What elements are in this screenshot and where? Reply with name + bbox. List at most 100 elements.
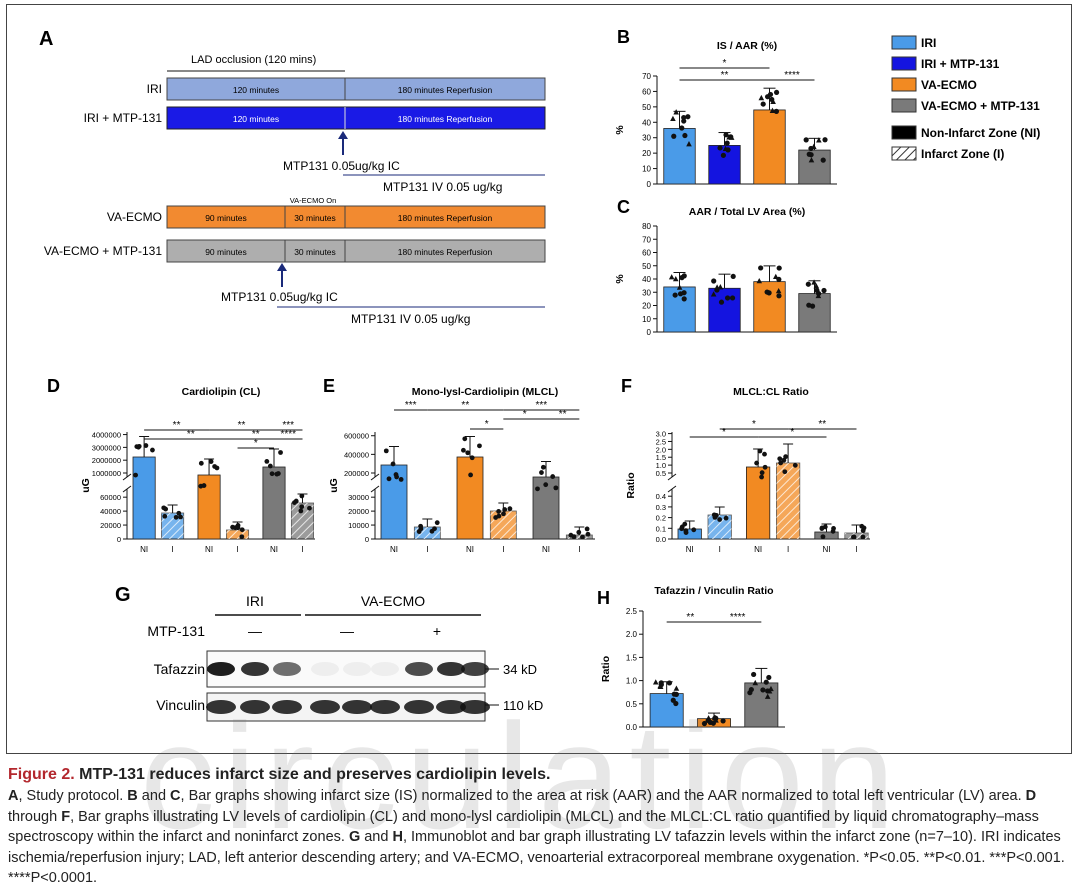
data-point <box>550 474 556 479</box>
legend-label-ecmo: VA-ECMO <box>921 78 977 92</box>
y-tick-label: 1.0 <box>656 461 666 470</box>
vinculin-band <box>206 700 236 714</box>
data-point <box>831 525 836 531</box>
chart-H: H Tafazzin / Vinculin Ratio Ratio 0.0 0.5 1.0… <box>597 585 785 732</box>
panel-letter-a: A <box>39 28 53 50</box>
data-point <box>299 493 305 499</box>
ecmo-seg3: 180 minutes Reperfusion <box>398 213 493 223</box>
data-point <box>679 526 685 532</box>
data-point <box>711 512 717 518</box>
data-point <box>781 457 787 463</box>
y-tick-label: 20000 <box>348 507 369 516</box>
blot-group-ecmo: VA-ECMO <box>361 593 425 609</box>
data-point <box>782 469 788 475</box>
y-tick-label: 0.5 <box>656 469 666 478</box>
sig-label: **** <box>280 429 296 440</box>
sig-label: ** <box>559 409 567 420</box>
y-tick-label: 3.0 <box>656 430 666 439</box>
blot-kd110: 110 kD <box>503 698 543 713</box>
data-point <box>792 462 798 468</box>
x-tick-label: I <box>301 545 303 554</box>
data-point <box>136 443 142 449</box>
bar <box>380 464 408 540</box>
data-point <box>766 674 772 681</box>
data-point <box>752 679 759 686</box>
y-tick-label: 20 <box>642 149 651 158</box>
data-point <box>274 471 280 477</box>
chart-title: Tafazzin / Vinculin Ratio <box>654 585 773 597</box>
data-point <box>810 143 817 149</box>
legend-label-ni: Non-Infarct Zone (NI) <box>921 126 1040 140</box>
sig-label: * <box>790 427 794 438</box>
y-tick-label: 30000 <box>348 493 369 502</box>
lad-occlusion-label: LAD occlusion (120 mins) <box>191 54 316 66</box>
bar <box>456 456 484 540</box>
dose-iv-2: MTP131 IV 0.05 ug/kg <box>351 312 470 326</box>
data-point <box>580 534 585 540</box>
y-tick-label: 60 <box>642 249 651 258</box>
x-tick-label: I <box>719 545 721 554</box>
data-point <box>679 275 685 281</box>
ecmo-mtp-seg3: 180 minutes Reperfusion <box>398 247 493 257</box>
sig-label: ** <box>686 612 694 623</box>
data-point <box>298 508 304 514</box>
data-point <box>777 456 783 462</box>
ecmo-mtp-seg1: 90 minutes <box>205 247 247 257</box>
sig-label: ** <box>818 419 826 430</box>
data-point <box>685 114 691 120</box>
caption-text: , Immunoblot and bar graph illustrating … <box>8 829 1065 886</box>
tafazzin-band <box>437 662 465 676</box>
data-point <box>808 157 815 163</box>
data-point <box>278 450 283 455</box>
protocol-label-ecmo: VA-ECMO <box>107 210 162 224</box>
sig-label: ** <box>238 420 246 431</box>
caption-bold: F <box>61 808 71 825</box>
data-point <box>718 299 725 305</box>
data-point <box>723 515 729 521</box>
data-point <box>507 506 513 512</box>
x-tick-label: I <box>426 545 428 554</box>
data-point <box>178 514 183 520</box>
caption-text: and <box>360 829 393 845</box>
data-point <box>783 454 789 460</box>
y-tick-label: 70 <box>642 72 651 81</box>
y-tick-label: 20 <box>642 302 651 311</box>
vinculin-band <box>370 700 400 714</box>
data-point <box>767 91 774 98</box>
y-tick-label: 0 <box>647 180 652 189</box>
bar <box>663 128 696 185</box>
x-tick-label: I <box>578 545 580 554</box>
legend-swatch-iri <box>891 35 917 50</box>
y-axis-label: uG <box>80 478 92 493</box>
caption-text: , Study protocol. <box>18 788 128 804</box>
panel-letter-c: C <box>617 197 630 217</box>
y-tick-label: 40 <box>642 118 651 127</box>
y-tick-label: 60000 <box>100 493 121 502</box>
data-point <box>762 464 768 470</box>
y-tick-label: 0.0 <box>656 535 666 544</box>
data-point <box>747 690 753 696</box>
panel-letter-f: F <box>621 376 632 396</box>
caption-text: through <box>8 808 62 825</box>
data-point <box>143 443 149 448</box>
sig-label: **** <box>784 70 800 81</box>
data-point <box>819 526 825 531</box>
data-point <box>162 513 168 519</box>
data-point <box>496 513 502 519</box>
blot-mtp-mark-3: + <box>433 623 441 639</box>
data-point <box>773 108 780 114</box>
sig-label: * <box>485 419 489 430</box>
tafazzin-band <box>273 662 301 676</box>
data-point <box>691 527 697 533</box>
data-point <box>198 460 204 466</box>
data-point <box>816 137 822 143</box>
y-tick-label: 0.5 <box>626 700 638 709</box>
chart-title: MLCL:CL Ratio <box>733 386 809 398</box>
data-point <box>535 486 540 492</box>
y-axis-label: uG <box>328 478 340 493</box>
x-tick-label: I <box>855 545 857 554</box>
data-point <box>711 278 717 284</box>
bar-hatch <box>566 535 593 539</box>
y-tick-label: 40000 <box>100 507 121 516</box>
data-point <box>762 451 767 457</box>
